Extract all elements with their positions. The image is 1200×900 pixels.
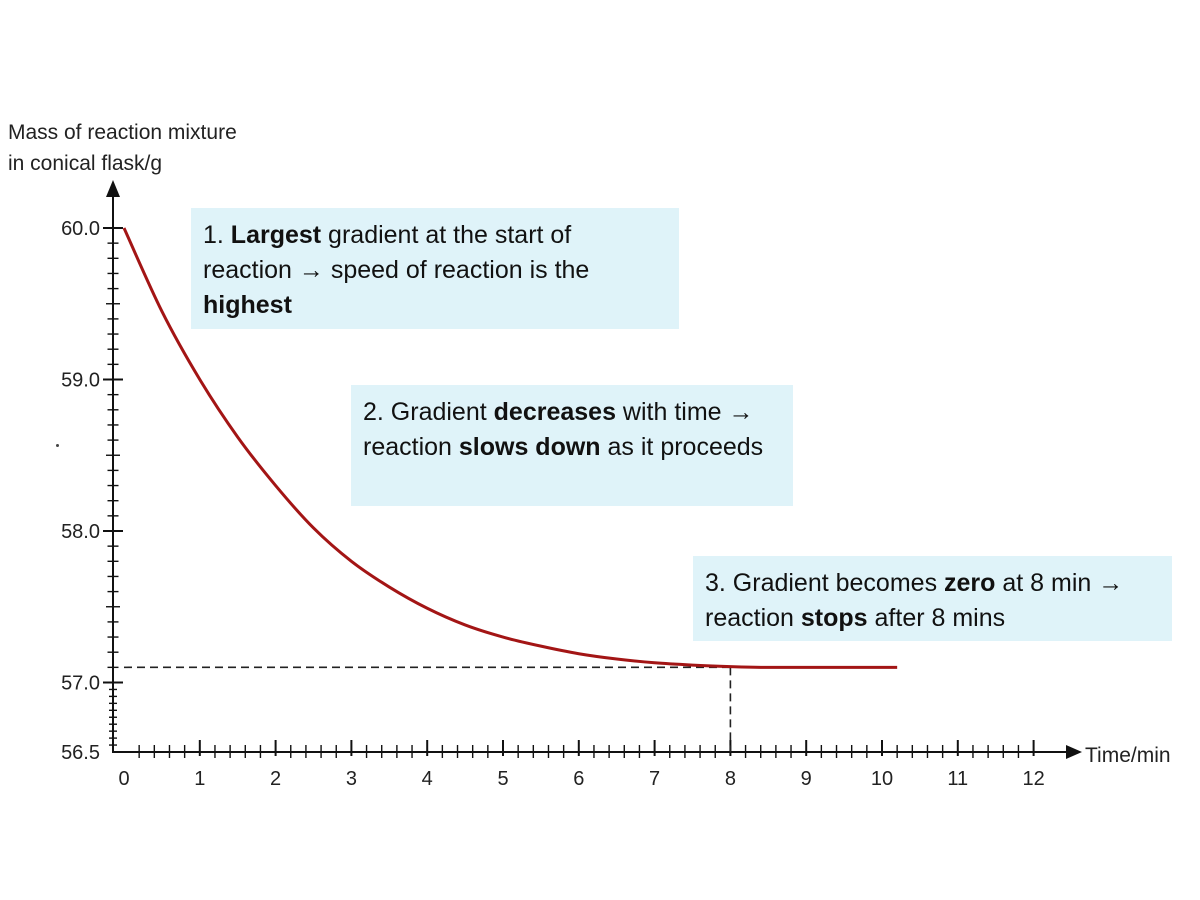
x-tick-label: 3 xyxy=(346,768,357,790)
y-tick-label: 57.0 xyxy=(61,673,100,695)
annotation-text: zero xyxy=(944,569,996,597)
x-axis-label: Time/min xyxy=(1085,744,1171,767)
annotation-text: as it proceeds xyxy=(600,433,764,461)
axes: 60.059.058.057.056.50 1 2 3 4 5 6 7 8 9 10 11 12 xyxy=(61,180,1082,790)
annotation-text: 1. xyxy=(203,221,231,249)
stray-dot xyxy=(56,444,59,447)
annotation-3: 3. Gradient becomes zero at 8 min → reac… xyxy=(693,556,1172,641)
y-tick-label: 56.5 xyxy=(61,742,100,764)
annotation-text: 2. Gradient xyxy=(363,398,494,426)
annotation-text: at 8 min → reaction xyxy=(705,569,1124,632)
annotation-text: gradient at the start of reaction → spee… xyxy=(203,221,590,284)
x-tick-label: 9 xyxy=(801,768,812,790)
annotation-text: slows down xyxy=(458,433,601,461)
annotation-2: 2. Gradient decreases with time → reacti… xyxy=(351,385,793,506)
annotation-text: 3. Gradient becomes xyxy=(705,569,945,597)
x-tick-label: 5 xyxy=(497,768,508,790)
y-tick-label: 58.0 xyxy=(61,521,100,543)
series xyxy=(122,227,898,669)
x-tick-label: 11 xyxy=(947,768,968,790)
x-tick-label: 6 xyxy=(573,768,584,790)
x-tick-label: 7 xyxy=(649,768,660,790)
x-tick-label: 12 xyxy=(1022,768,1044,790)
x-tick-label: 1 xyxy=(194,768,205,790)
annotation-text: stops xyxy=(800,604,868,632)
x-tick-label: 2 xyxy=(270,768,281,790)
x-tick-label: 8 xyxy=(725,768,736,790)
y-tick-label: 60.0 xyxy=(61,218,100,240)
y-axis-label-line-1: Mass of reaction mixture xyxy=(8,121,237,144)
annotation-text: highest xyxy=(203,291,292,319)
axis-labels: Mass of reaction mixture in conical flas… xyxy=(8,121,1171,767)
x-axis-arrow xyxy=(1066,745,1082,759)
x-tick-label: 4 xyxy=(422,768,433,790)
x-tick-label: 0 xyxy=(118,768,129,790)
y-tick-label: 59.0 xyxy=(61,370,100,392)
annotation-text: with time → reaction xyxy=(363,398,754,461)
annotation-1: 1. Largest gradient at the start of reac… xyxy=(191,208,679,329)
y-axis-label-line-2: in conical flask/g xyxy=(8,152,162,175)
annotation-text: Largest xyxy=(230,221,322,249)
annotation-text: decreases xyxy=(493,398,616,426)
reference-lines xyxy=(124,666,732,752)
annotation-text: after 8 mins xyxy=(867,604,1006,632)
x-tick-label: 10 xyxy=(871,768,893,790)
y-axis-arrow xyxy=(106,180,120,197)
